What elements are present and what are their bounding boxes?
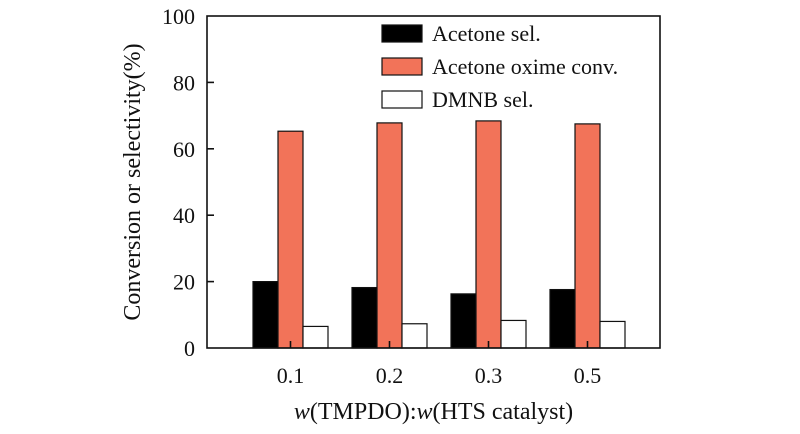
x-tick-label: 0.5: [574, 363, 602, 388]
bar-acetone-sel: [450, 293, 477, 349]
x-axis-title-italic-1: w: [294, 399, 310, 425]
y-tick-label: 80: [173, 70, 195, 95]
legend-label: Acetone sel.: [432, 21, 541, 46]
x-tick-label: 0.3: [475, 363, 503, 388]
legend-swatch: [381, 90, 423, 109]
bar-acetone-oxime-conv: [277, 130, 304, 349]
y-tick-label: 20: [173, 270, 195, 295]
plot-frame: [206, 15, 661, 349]
y-tick-label: 60: [173, 137, 195, 162]
legend-swatch: [381, 24, 423, 43]
x-axis-title-italic-2: w: [417, 399, 433, 425]
y-axis: 0 20 40 60 80 100: [162, 4, 214, 361]
bar-acetone-oxime-conv: [475, 120, 502, 349]
bar-dmnb-sel: [599, 320, 626, 349]
legend-label: DMNB sel.: [432, 87, 533, 112]
x-axis: 0.1 0.2 0.3 0.5: [277, 341, 602, 388]
bar-acetone-sel: [351, 286, 378, 349]
bars-group: [252, 120, 626, 349]
bar-dmnb-sel: [302, 325, 329, 349]
legend: Acetone sel. Acetone oxime conv. DMNB sel.: [381, 21, 618, 112]
bar-acetone-sel: [549, 288, 576, 349]
x-tick-label: 0.2: [376, 363, 404, 388]
bar-dmnb-sel: [500, 319, 527, 349]
y-axis-title: Conversion or selectivity(%): [120, 43, 146, 320]
x-axis-title-part-1: (TMPDO):: [310, 399, 417, 425]
bar-acetone-sel: [252, 281, 279, 349]
legend-label: Acetone oxime conv.: [432, 54, 618, 79]
bar-acetone-oxime-conv: [574, 123, 601, 349]
y-tick-label: 100: [162, 4, 195, 29]
legend-swatch: [381, 57, 423, 76]
bar-dmnb-sel: [401, 323, 428, 349]
bar-acetone-oxime-conv: [376, 122, 403, 349]
y-tick-label: 40: [173, 203, 195, 228]
x-axis-title-part-2: (HTS catalyst): [433, 399, 574, 425]
x-tick-label: 0.1: [277, 363, 305, 388]
y-tick-label: 0: [184, 336, 195, 361]
x-axis-title: w(TMPDO):w(HTS catalyst): [294, 399, 573, 425]
